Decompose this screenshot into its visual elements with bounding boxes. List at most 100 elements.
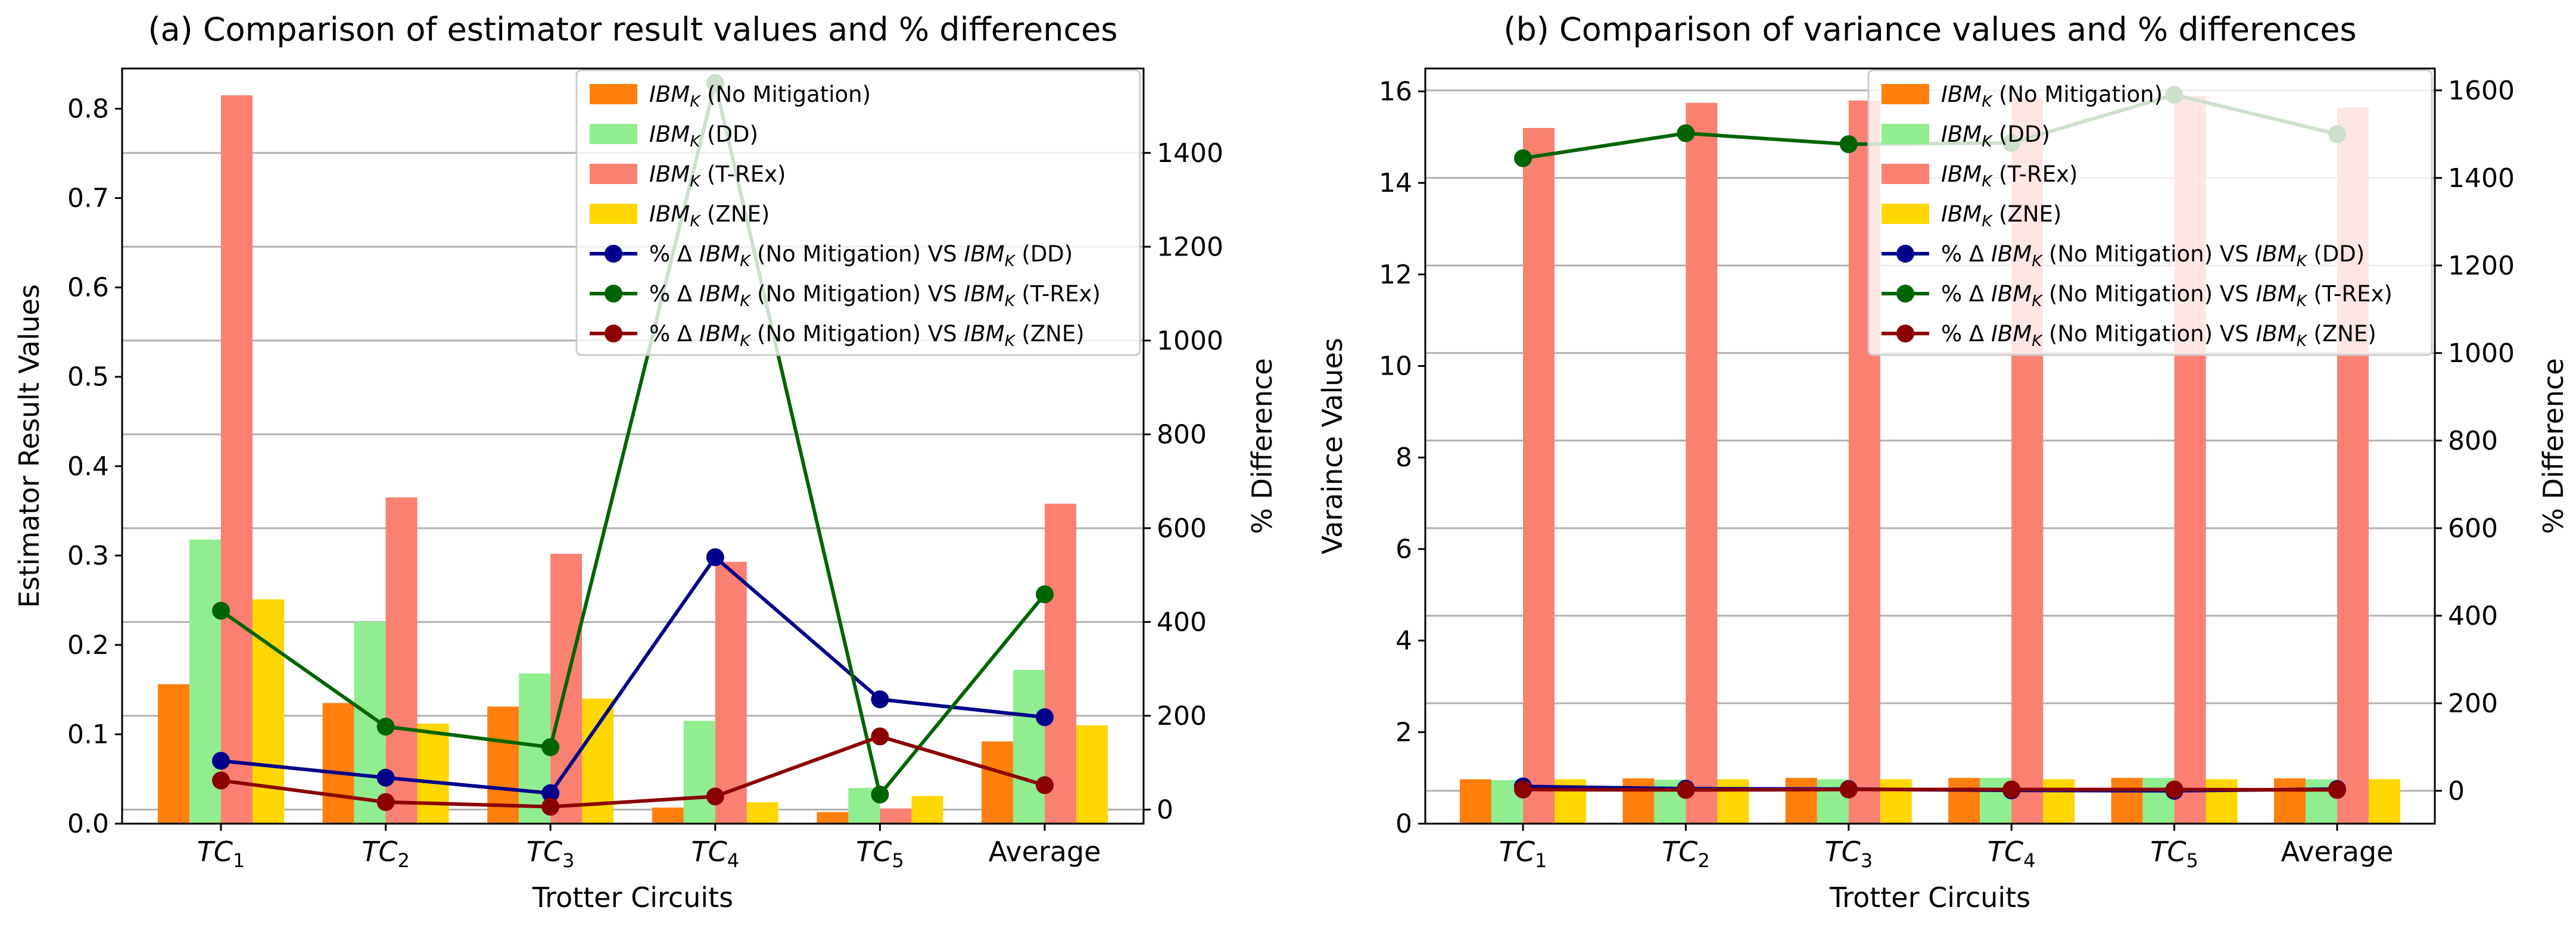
bar (252, 599, 284, 824)
bar (1717, 779, 1749, 824)
bar (157, 684, 189, 824)
y-tick-label: 0.1 (67, 719, 109, 750)
y2-axis-label: % Difference (1246, 358, 1278, 534)
bar (2368, 779, 2400, 824)
legend-label-suffix: (ZNE) (1992, 201, 2061, 227)
bar (1785, 778, 1817, 824)
legend-label-mid: VS (2220, 241, 2256, 267)
x-tick-label-sub: 3 (562, 849, 574, 872)
x-tick-label-base: TC (1988, 836, 2023, 868)
legend-label: % Δ IBMK (No Mitigation) VS IBMK (T-REx) (649, 281, 1101, 310)
y-tick-label: 0.8 (67, 94, 109, 124)
legend-label: % Δ IBMK (No Mitigation) VS IBMK (ZNE) (1941, 321, 2376, 350)
legend-swatch (590, 84, 637, 104)
legend-marker (605, 285, 622, 303)
x-tick-label-base: TC (197, 836, 233, 868)
bar (385, 497, 418, 824)
bar (683, 721, 715, 824)
bar (1880, 779, 1912, 824)
legend-label-sub: K (690, 213, 701, 230)
bar (1523, 127, 1555, 824)
legend-label-prefix: % Δ (649, 321, 699, 347)
legend-label-sub: K (1982, 213, 1993, 230)
y-tick-label: 14 (1379, 168, 1412, 198)
bar (1045, 503, 1077, 824)
legend-label-prefix: % Δ (1941, 321, 1991, 347)
bar (911, 796, 943, 824)
legend-label-prefix: % Δ (1941, 281, 1991, 307)
legend-label-sub: K (2032, 253, 2043, 270)
line-point (706, 548, 724, 566)
legend-label-suffix: (No Mitigation) (750, 281, 928, 307)
legend-label-sub2: K (1005, 332, 1016, 350)
legend-label-sub: K (740, 292, 751, 310)
legend: IBMK (No Mitigation)IBMK (DD)IBMK (T-REx… (575, 69, 1141, 356)
legend-box (575, 69, 1141, 356)
bar (652, 807, 684, 824)
line-point (1514, 780, 1532, 799)
y2-tick-label: 400 (1157, 607, 1207, 637)
y2-axis-label: % Difference (2537, 358, 2569, 534)
bar (982, 741, 1014, 824)
x-tick-label-sub: 4 (727, 849, 739, 872)
legend-label-sub2: K (1005, 253, 1016, 270)
x-tick-label-base: TC (856, 836, 892, 868)
legend-label-sub: K (690, 93, 701, 111)
legend-label: IBMK (ZNE) (1941, 201, 2061, 230)
y-tick-label: 10 (1379, 351, 1412, 382)
legend-label-sub2: K (1005, 292, 1016, 310)
legend-label: IBMK (DD) (649, 121, 758, 151)
y-tick-label: 6 (1396, 534, 1412, 565)
legend-swatch (590, 204, 637, 224)
legend-label-mid: VS (2220, 321, 2256, 347)
line-point (541, 738, 560, 756)
line-point (871, 690, 889, 709)
legend-swatch (590, 124, 637, 144)
legend-label-sub: K (740, 253, 751, 270)
bar (322, 703, 354, 824)
legend-label-name: IBM (699, 241, 740, 267)
x-tick-label-base: TC (1825, 836, 1861, 868)
legend-swatch (1882, 124, 1929, 144)
axes-frame (121, 67, 1145, 825)
x-tick-label-sub: 3 (1861, 849, 1873, 872)
legend-label-name: IBM (1941, 82, 1982, 107)
line-point (2165, 780, 2183, 799)
y-tick-label: 0 (1396, 809, 1412, 839)
legend-label: IBMK (No Mitigation) (649, 82, 871, 111)
y2-tick-label: 600 (2448, 513, 2498, 544)
legend: IBMK (No Mitigation)IBMK (DD)IBMK (T-REx… (1867, 69, 2433, 356)
legend-label: IBMK (No Mitigation) (1941, 82, 2163, 111)
legend-marker (605, 245, 622, 263)
y2-tick-label: 1600 (2448, 76, 2515, 106)
line-point (1036, 776, 1054, 794)
legend-label-suffix2: (ZNE) (1015, 321, 1085, 347)
x-tick-label: TC5 (2150, 836, 2198, 872)
line-point (541, 797, 560, 816)
y2-tick-label: 400 (2448, 601, 2498, 631)
legend-label-suffix2: (DD) (2307, 241, 2365, 267)
legend-label-sub2: K (2297, 253, 2308, 270)
y-tick-label: 2 (1396, 717, 1412, 747)
chart-b: 0246810121416020040060080010001200140016… (1316, 11, 2569, 914)
legend-label-name2: IBM (2256, 281, 2296, 307)
legend-label-sub: K (2032, 332, 2043, 350)
legend-label: % Δ IBMK (No Mitigation) VS IBMK (DD) (649, 241, 1073, 270)
y2-tick-label: 0 (1157, 794, 1173, 825)
y2-tick-label: 1000 (1157, 326, 1223, 356)
line-point (376, 717, 395, 736)
y-tick-label: 0.5 (67, 362, 109, 392)
y-tick-label: 0.3 (67, 541, 109, 571)
line-point (376, 768, 395, 787)
bar (1622, 778, 1655, 824)
legend-label-name: IBM (649, 201, 690, 227)
x-tick-label: TC4 (691, 836, 740, 872)
x-tick-label-sub: 2 (398, 849, 410, 872)
legend-label-suffix2: (ZNE) (2307, 321, 2376, 347)
x-tick-label: TC3 (1825, 836, 1873, 872)
y2-tick-label: 800 (2448, 426, 2498, 456)
legend-label: IBMK (T-REx) (1941, 161, 2077, 191)
line-point (541, 784, 560, 802)
y2-tick-label: 200 (2448, 688, 2498, 719)
x-tick-label-base: Average (2281, 836, 2394, 868)
